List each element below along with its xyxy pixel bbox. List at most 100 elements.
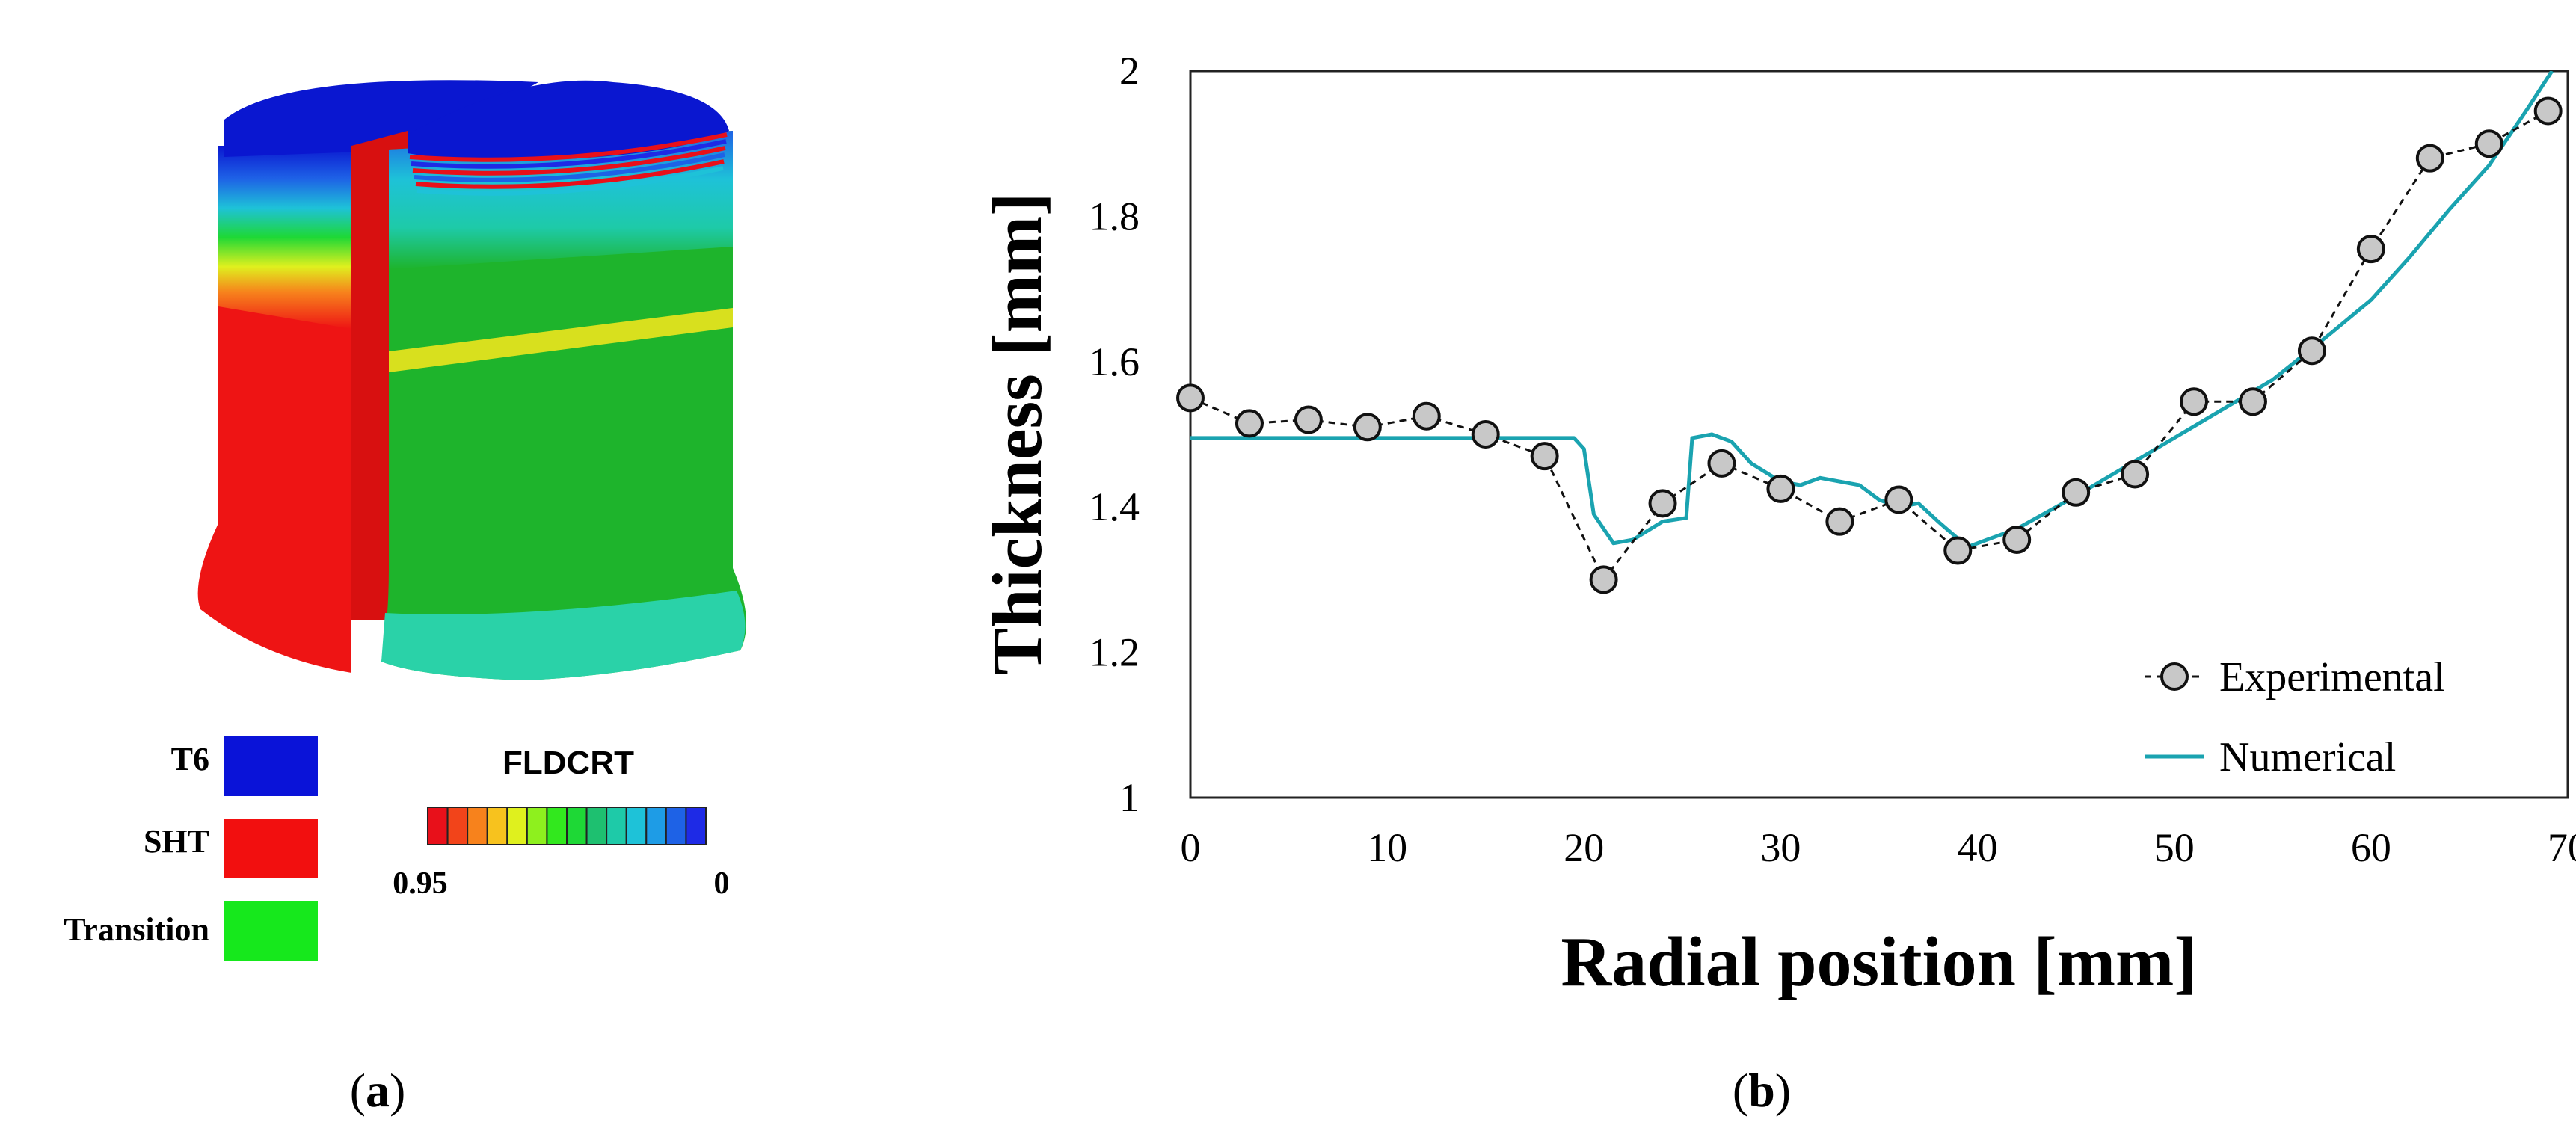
y-tick-label: 1.4 <box>1089 484 1140 529</box>
panel-b-label-close: ) <box>1775 1064 1791 1117</box>
experimental-point <box>2474 129 2503 158</box>
material-legend-swatch <box>224 819 318 878</box>
legend-numerical-label: Numerical <box>2219 734 2396 780</box>
experimental-point <box>1648 489 1677 518</box>
experimental-point <box>1176 383 1205 413</box>
experimental-point <box>1353 413 1382 442</box>
y-tick-label: 1 <box>1119 775 1140 820</box>
left-top-cap <box>224 80 538 157</box>
colorbar-cell <box>486 807 508 845</box>
top-edge-ring <box>414 152 725 182</box>
y-tick-label: 1.2 <box>1089 630 1140 675</box>
material-legend-swatch <box>224 901 318 961</box>
y-axis-label: Thickness [mm] <box>979 193 1057 675</box>
experimental-point <box>1825 507 1854 536</box>
experimental-point <box>1884 485 1913 514</box>
plot-area-frame <box>1189 70 2569 799</box>
panel-b-label-open: ( <box>1733 1064 1748 1117</box>
experimental-point <box>1412 401 1441 431</box>
y-tick-label: 2 <box>1119 49 1140 93</box>
colorbar-cell <box>506 807 528 845</box>
x-tick-label: 70 <box>2548 825 2576 870</box>
colorbar-cell <box>427 807 449 845</box>
transition-body <box>381 131 746 680</box>
colorbar-cell <box>546 807 568 845</box>
experimental-point <box>1530 442 1559 471</box>
colorbar-cell <box>645 807 667 845</box>
y-axis-ticks: 1 1.2 1.4 1.6 1.8 2 <box>1089 49 1140 820</box>
colorbar-cell <box>625 807 648 845</box>
x-tick-label: 10 <box>1367 825 1407 870</box>
x-tick-label: 40 <box>1958 825 1998 870</box>
panel-a-label: (a) <box>350 1064 406 1117</box>
y-tick-label: 1.8 <box>1089 194 1140 238</box>
experimental-point <box>2356 235 2385 264</box>
experimental-point <box>2062 478 2091 507</box>
experimental-point <box>1943 536 1973 565</box>
top-edge-ring <box>415 159 725 189</box>
panel-a-label-open: ( <box>350 1064 366 1117</box>
legend-experimental-label: Experimental <box>2219 654 2445 700</box>
x-tick-label: 50 <box>2154 825 2195 870</box>
bottom-rim <box>381 591 746 680</box>
cylinder-render <box>197 80 746 680</box>
material-legend-label: Transition <box>64 911 209 948</box>
material-legend-swatch <box>224 736 318 796</box>
top-edge-ring <box>409 132 728 162</box>
yellow-stripe <box>389 308 733 372</box>
colorbar-cell <box>585 807 608 845</box>
top-edge-ring <box>412 146 726 176</box>
panel-a-label-close: ) <box>390 1064 405 1117</box>
colorbar-cells <box>427 807 707 845</box>
experimental-series-line <box>1190 110 2549 582</box>
marker-layer <box>1176 96 2563 594</box>
fldcrt-colorbar: FLDCRT 0.95 0 <box>393 745 729 901</box>
top-edge-ring <box>411 139 727 169</box>
x-tick-label: 60 <box>2351 825 2391 870</box>
colorbar-min-label: 0.95 <box>393 866 448 901</box>
colorbar-cell <box>606 807 627 845</box>
experimental-point <box>2002 525 2032 554</box>
experimental-point <box>2238 387 2267 416</box>
experimental-point <box>1766 474 1795 503</box>
colorbar-cell <box>665 807 687 845</box>
material-legend-label: SHT <box>144 823 209 860</box>
left-shell-bands <box>218 146 351 329</box>
panel-b-label-letter: b <box>1748 1064 1775 1117</box>
colorbar-cell <box>685 807 707 845</box>
top-edge-ring <box>416 166 724 196</box>
chart-legend: Experimental Numerical <box>2145 654 2445 780</box>
x-axis-label: Radial position [mm] <box>1561 923 2197 1001</box>
panel-a: T6 SHT Transition FLDCRT 0.95 0 (a) <box>64 80 746 1117</box>
panel-b-chart: 1 1.2 1.4 1.6 1.8 2 0 10 20 30 40 50 60 70 Thickness… <box>979 49 2576 1117</box>
colorbar-cell <box>446 807 469 845</box>
material-legend: T6 SHT Transition <box>64 736 318 961</box>
experimental-point <box>2533 96 2563 126</box>
series-layer <box>1190 71 2554 582</box>
experimental-point <box>2180 387 2209 416</box>
material-legend-label: T6 <box>171 741 209 777</box>
experimental-point <box>2297 336 2326 366</box>
experimental-point <box>1235 409 1264 438</box>
numerical-series-line <box>1190 71 2554 549</box>
colorbar-cell <box>566 807 588 845</box>
x-tick-label: 0 <box>1181 825 1201 870</box>
experimental-point <box>1294 405 1323 434</box>
experimental-point <box>1471 420 1500 449</box>
top-edge-rings <box>409 132 728 196</box>
right-top-cap <box>408 80 729 161</box>
legend-experimental-marker <box>2160 662 2189 691</box>
x-tick-label: 30 <box>1760 825 1801 870</box>
colorbar-title: FLDCRT <box>502 745 634 781</box>
colorbar-max-label: 0 <box>714 866 730 901</box>
experimental-point <box>1589 565 1618 594</box>
experimental-point <box>1707 449 1736 478</box>
panel-b-label: (b) <box>1733 1064 1791 1117</box>
x-axis-ticks: 0 10 20 30 40 50 60 70 <box>1181 825 2576 870</box>
x-tick-label: 20 <box>1564 825 1604 870</box>
panel-a-label-letter: a <box>366 1064 390 1117</box>
experimental-point <box>2121 460 2150 489</box>
experimental-point <box>2415 144 2444 173</box>
y-tick-label: 1.6 <box>1089 339 1140 384</box>
